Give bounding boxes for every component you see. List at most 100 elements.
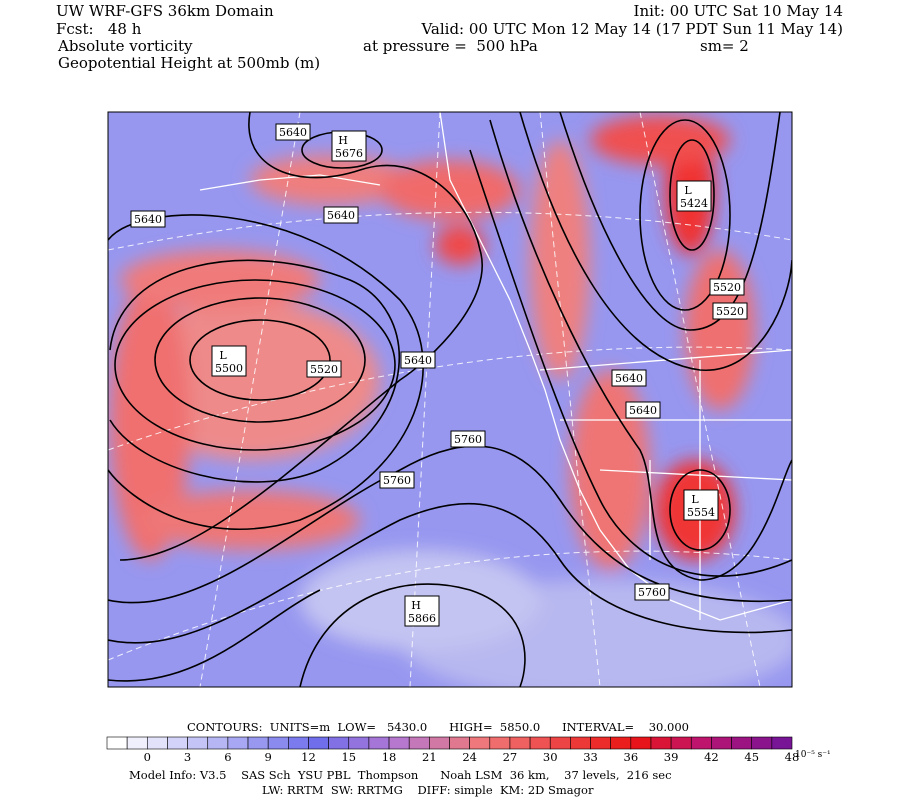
center-label-box bbox=[331, 130, 367, 162]
contour-label-box bbox=[323, 206, 359, 224]
colorbar-box bbox=[429, 736, 450, 750]
colorbar-box bbox=[610, 736, 632, 750]
contour-label: 5640 bbox=[279, 126, 307, 139]
colorbar-tick-label: 39 bbox=[664, 750, 679, 764]
colorbar-box bbox=[529, 736, 551, 750]
contour-label: 5520 bbox=[716, 305, 744, 318]
colorbar-box bbox=[670, 736, 692, 750]
contour-label-box bbox=[275, 123, 311, 141]
pressure-level: at pressure = 500 hPa bbox=[363, 37, 538, 55]
colorbar-box bbox=[146, 736, 168, 750]
colorbar-box bbox=[288, 736, 309, 750]
contour-label-box bbox=[379, 471, 415, 489]
colorbar-tick-label: 18 bbox=[382, 750, 397, 764]
colorbar-box bbox=[449, 736, 470, 750]
contour-info: CONTOURS: UNITS=m LOW= 5430.0 HIGH= 5850… bbox=[187, 720, 689, 734]
colorbar-tick-label: 33 bbox=[583, 750, 598, 764]
center-symbol: L bbox=[691, 493, 699, 506]
valid-time: Valid: 00 UTC Mon 12 May 14 (17 PDT Sun … bbox=[420, 20, 843, 38]
colorbar-box bbox=[509, 736, 531, 750]
center-label-box bbox=[683, 489, 719, 521]
center-label-box bbox=[404, 595, 440, 627]
map-frame bbox=[107, 111, 793, 688]
contour-label-box bbox=[634, 583, 670, 601]
colorbar-tick-label: 12 bbox=[301, 750, 316, 764]
colorbar-box bbox=[388, 736, 410, 750]
height-contours bbox=[108, 112, 792, 687]
center-symbol: H bbox=[411, 599, 421, 612]
colorbar-tick-label: 42 bbox=[704, 750, 719, 764]
colorbar-box bbox=[570, 736, 591, 750]
colorbar-box bbox=[267, 736, 289, 750]
center-value: 5424 bbox=[680, 197, 708, 210]
colorbar-box bbox=[106, 736, 128, 750]
contour-label: 5760 bbox=[454, 433, 482, 446]
colorbar-tick-label: 21 bbox=[422, 750, 437, 764]
colorbar-box bbox=[328, 736, 350, 750]
contour-label-box bbox=[450, 430, 486, 448]
colorbar-box bbox=[126, 736, 148, 750]
colorbar-box bbox=[731, 736, 753, 750]
colorbar-box bbox=[227, 736, 249, 750]
contour-label: 5760 bbox=[383, 474, 411, 487]
colorbar-tick-label: 0 bbox=[144, 750, 151, 764]
colorbar-box bbox=[187, 736, 209, 750]
contour-label: 5640 bbox=[327, 209, 355, 222]
init-time: Init: 00 UTC Sat 10 May 14 bbox=[634, 2, 843, 20]
contour-label-box bbox=[709, 278, 745, 296]
model-info: Model Info: V3.5 SAS Sch YSU PBL Thompso… bbox=[129, 768, 672, 782]
colorbar-box bbox=[549, 736, 571, 750]
center-symbol: H bbox=[338, 134, 348, 147]
colorbar-box bbox=[348, 736, 370, 750]
physics-info: LW: RRTM SW: RRTMG DIFF: simple KM: 2D S… bbox=[262, 783, 594, 797]
forecast-hour: Fcst: 48 h bbox=[56, 20, 142, 38]
contour-label-box bbox=[712, 302, 748, 320]
colorbar-tick-label: 48 bbox=[785, 750, 800, 764]
colorbar-box bbox=[408, 736, 430, 750]
colorbar-tick-label: 45 bbox=[744, 750, 759, 764]
colorbar-tick-label: 3 bbox=[184, 750, 191, 764]
colorbar-box bbox=[247, 736, 269, 750]
colorbar-box bbox=[469, 736, 491, 750]
contour-label: 5520 bbox=[310, 363, 338, 376]
contour-label-box bbox=[625, 401, 661, 419]
contour-label: 5640 bbox=[629, 404, 657, 417]
colorbar-tick-label: 15 bbox=[341, 750, 356, 764]
contour-label-box bbox=[400, 351, 436, 369]
colorbar-box bbox=[690, 736, 712, 750]
colorbar-box bbox=[207, 736, 229, 750]
colorbar-tick-label: 30 bbox=[543, 750, 558, 764]
contour-label-box bbox=[130, 210, 166, 228]
contour-field: Geopotential Height at 500mb (m) bbox=[58, 54, 320, 72]
center-value: 5866 bbox=[408, 612, 436, 625]
colorbar-tick-label: 6 bbox=[224, 750, 231, 764]
contour-label-box bbox=[611, 369, 647, 387]
center-value: 5676 bbox=[335, 147, 363, 160]
contour-label: 5760 bbox=[638, 586, 666, 599]
map-labels: 5640 5640 5640 5520 5520 5520 5640 5640 5640 5760… bbox=[130, 123, 748, 627]
center-label-box bbox=[676, 180, 712, 212]
colorbar-box bbox=[650, 736, 672, 750]
contour-label: 5520 bbox=[713, 281, 741, 294]
smoothing: sm= 2 bbox=[700, 37, 749, 55]
title: UW WRF-GFS 36km Domain bbox=[56, 2, 274, 20]
center-value: 5554 bbox=[687, 506, 715, 519]
center-value: 5500 bbox=[215, 362, 243, 375]
center-symbol: L bbox=[684, 184, 692, 197]
colorbar-tick-label: 24 bbox=[462, 750, 477, 764]
colorbar-box bbox=[771, 736, 793, 750]
colorbar-tick-label: 36 bbox=[624, 750, 639, 764]
colorbar-tick-label: 9 bbox=[265, 750, 272, 764]
colorbar: 0 3 6 9 12 15 18 21 24 27 30 33 36 39 42 45 48 bbox=[106, 736, 800, 764]
colorbar-box bbox=[590, 736, 611, 750]
contour-label-box bbox=[306, 360, 342, 378]
colorbar-box bbox=[751, 736, 773, 750]
contour-label: 5640 bbox=[615, 372, 643, 385]
contour-label: 5640 bbox=[134, 213, 162, 226]
colorbar-box bbox=[167, 736, 188, 750]
colorbar-tick-label: 27 bbox=[503, 750, 518, 764]
contour-label: 5640 bbox=[404, 354, 432, 367]
colorbar-box bbox=[308, 736, 329, 750]
colorbar-box bbox=[368, 736, 390, 750]
